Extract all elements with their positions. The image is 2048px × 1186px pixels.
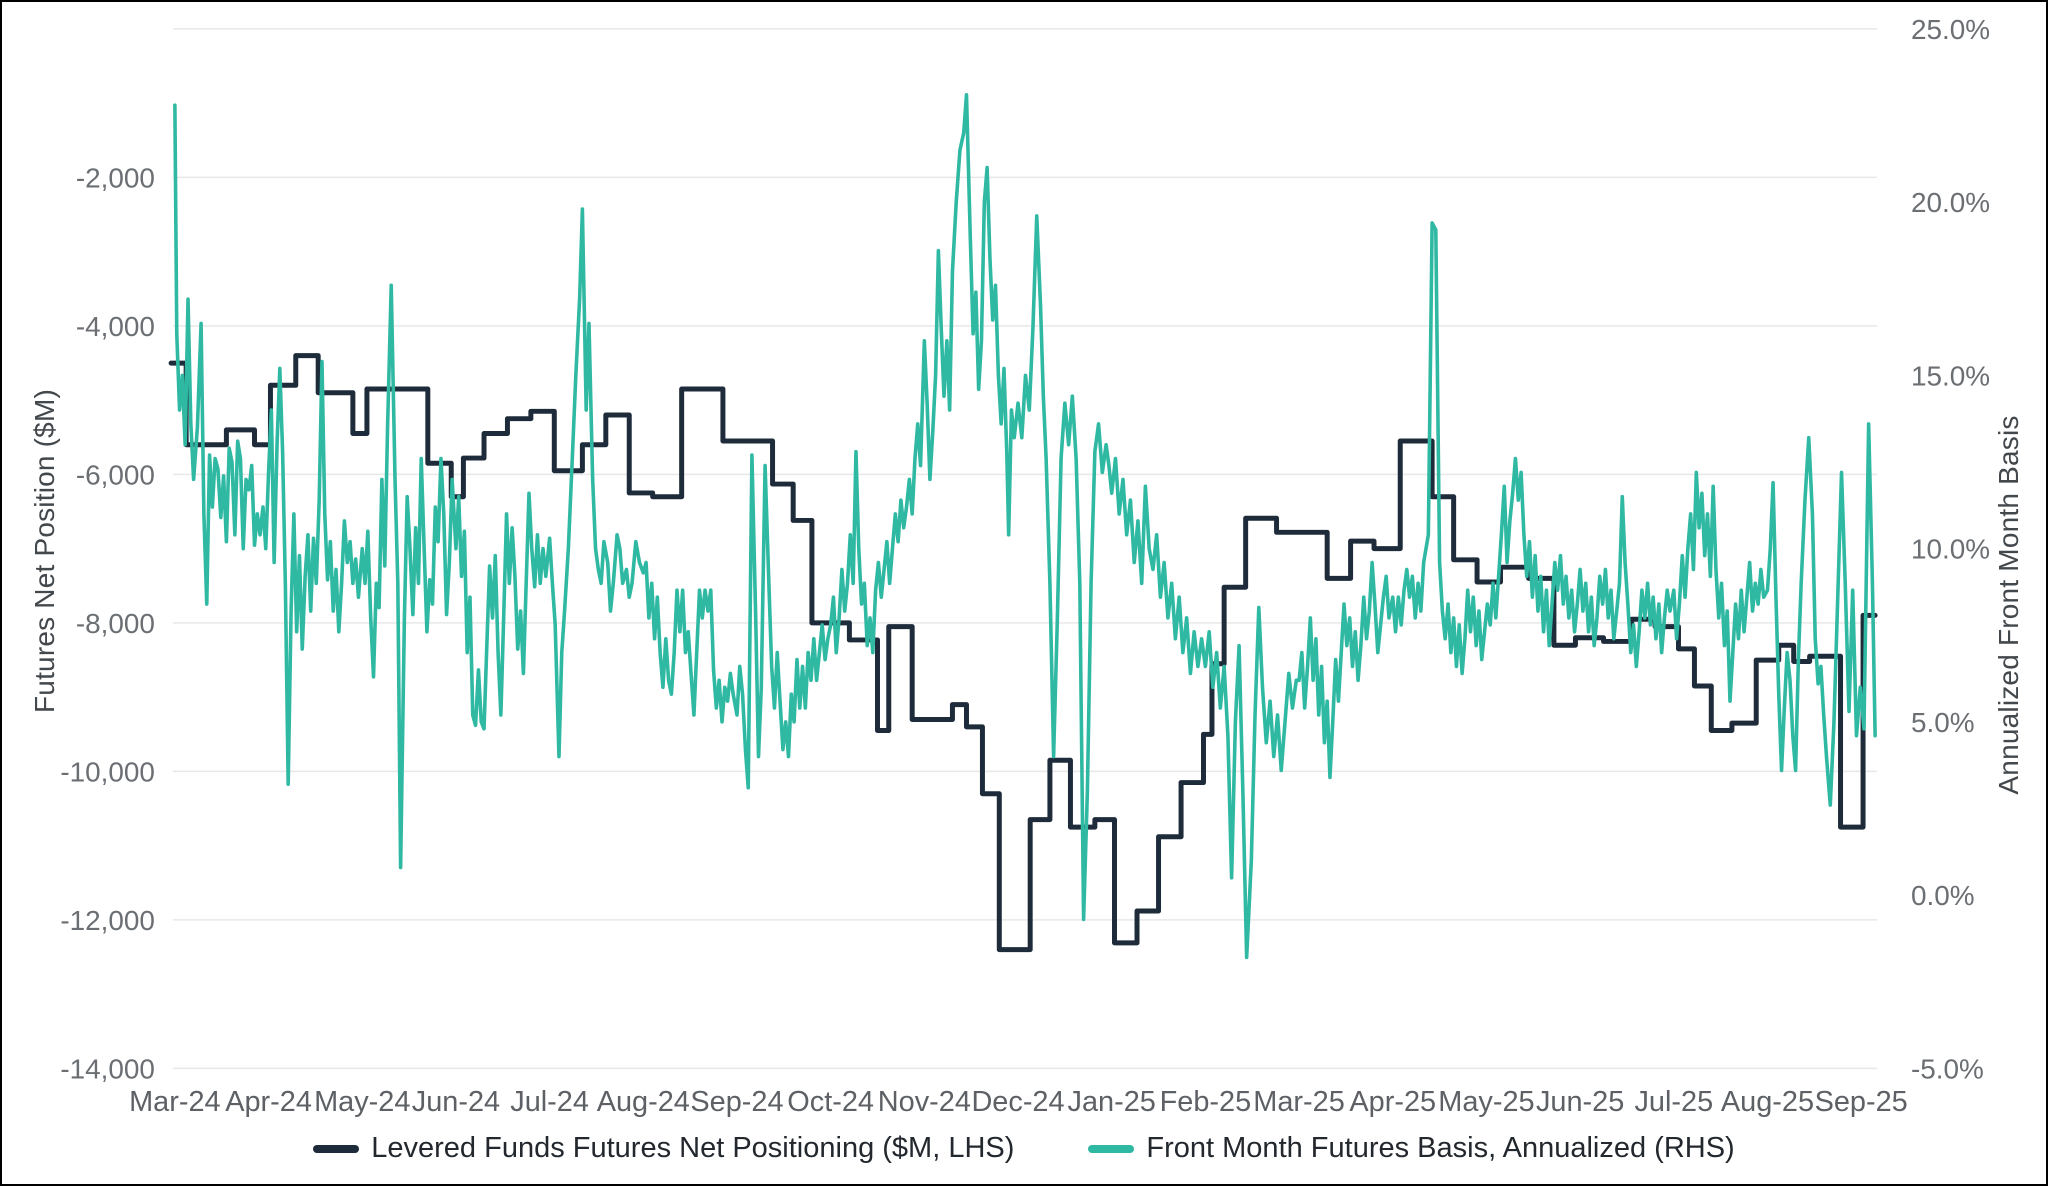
x-axis-tick-label: May-24	[314, 1086, 410, 1118]
left-axis-title: Futures Net Position ($M)	[29, 389, 60, 713]
right-axis-tick-label: 10.0%	[1911, 534, 1990, 565]
right-axis-tick-label: 20.0%	[1911, 187, 1990, 218]
x-axis-tick-label: Sep-24	[690, 1086, 783, 1118]
x-axis-tick-label: Apr-24	[225, 1086, 312, 1118]
legend-item-futures-basis: Front Month Futures Basis, Annualized (R…	[1088, 1132, 1735, 1165]
x-axis-tick-label: Aug-24	[597, 1086, 690, 1118]
net-positioning-swatch-icon	[313, 1144, 360, 1153]
x-axis-tick-label: Nov-24	[878, 1086, 971, 1118]
right-axis-tick-label: 0.0%	[1911, 880, 1975, 911]
legend-label: Levered Funds Futures Net Positioning ($…	[371, 1132, 1015, 1164]
left-axis-tick-label: -14,000	[60, 1053, 155, 1084]
gridlines	[172, 28, 1878, 1070]
x-axis-tick-labels: Mar-24 Apr-24 May-24 Jun-24 Jul-24 Aug-24 Sep-…	[129, 1086, 1908, 1118]
left-axis-tick-label: -12,000	[60, 905, 155, 936]
x-axis-tick-label: Jul-24	[510, 1086, 589, 1118]
legend-item-net-positioning: Levered Funds Futures Net Positioning ($…	[313, 1132, 1014, 1165]
series-futures-basis-line	[173, 92, 1877, 960]
right-axis-tick-label: 5.0%	[1911, 707, 1975, 738]
x-axis-tick-label: Feb-25	[1160, 1086, 1252, 1118]
x-axis-tick-label: Mar-25	[1253, 1086, 1345, 1118]
x-axis-tick-label: Dec-24	[971, 1086, 1064, 1118]
right-axis-tick-label: 15.0%	[1911, 360, 1990, 391]
series-net-positioning-line	[168, 353, 1878, 953]
left-axis-tick-label: -2,000	[76, 162, 155, 193]
x-axis-tick-label: Oct-24	[787, 1086, 874, 1118]
left-axis-tick-labels: -2,000 -4,000 -6,000 -8,000 -10,000 -12,000 -1…	[60, 162, 155, 1084]
x-axis-tick-label: Sep-25	[1815, 1086, 1908, 1118]
legend: Levered Funds Futures Net Positioning ($…	[2, 1132, 2046, 1165]
right-axis-tick-label: -5.0%	[1911, 1053, 1984, 1084]
legend-label: Front Month Futures Basis, Annualized (R…	[1146, 1132, 1735, 1164]
left-axis-tick-label: -6,000	[76, 459, 155, 490]
left-axis-tick-label: -8,000	[76, 608, 155, 639]
right-axis-tick-label: 25.0%	[1911, 14, 1990, 45]
x-axis-tick-label: Jun-24	[412, 1086, 500, 1118]
x-axis-tick-label: Mar-24	[129, 1086, 221, 1118]
x-axis-tick-label: Aug-25	[1721, 1086, 1814, 1118]
x-axis-tick-label: Jan-25	[1068, 1086, 1156, 1118]
left-axis-tick-label: -10,000	[60, 756, 155, 787]
right-axis-title: Annualized Front Month Basis	[1993, 415, 2024, 795]
futures-basis-swatch-icon	[1088, 1144, 1135, 1153]
right-axis-tick-labels: 25.0% 20.0% 15.0% 10.0% 5.0% 0.0% -5.0%	[1911, 14, 1990, 1084]
left-axis-tick-label: -4,000	[76, 311, 155, 342]
x-axis-tick-label: Jul-25	[1634, 1086, 1713, 1118]
x-axis-tick-label: Apr-25	[1349, 1086, 1436, 1118]
x-axis-tick-label: May-25	[1438, 1086, 1534, 1118]
x-axis-tick-label: Jun-25	[1536, 1086, 1624, 1118]
